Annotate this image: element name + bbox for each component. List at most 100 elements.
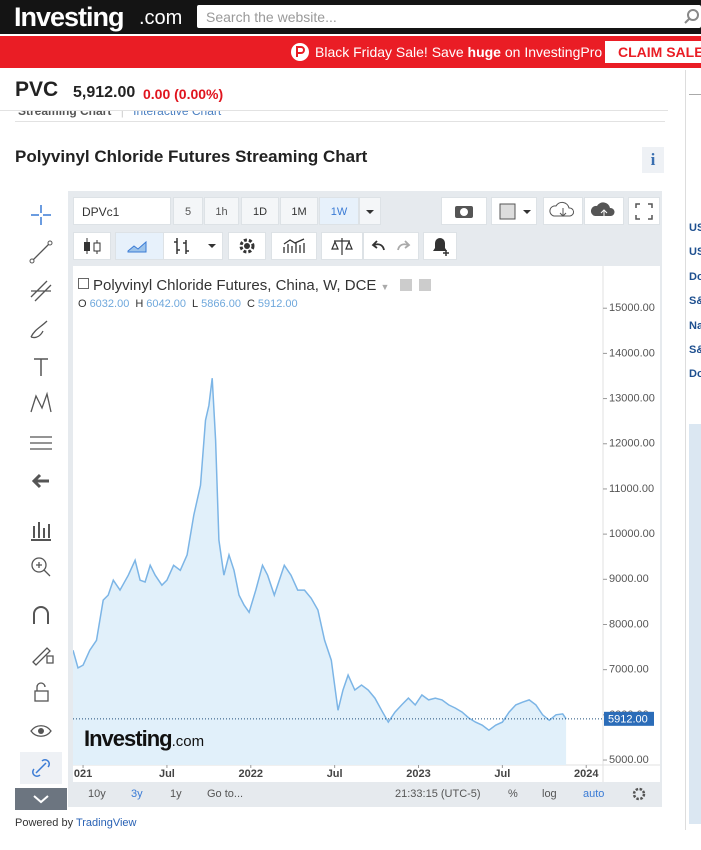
area-button[interactable] xyxy=(115,232,167,260)
banner-highlight: huge xyxy=(467,44,501,60)
candles-button[interactable] xyxy=(73,232,111,260)
collapse-legend[interactable] xyxy=(78,278,89,289)
back-tool[interactable] xyxy=(27,467,55,495)
undo-redo[interactable] xyxy=(363,232,419,260)
pro-icon xyxy=(291,43,309,61)
banner-text: Black Friday Sale! Save huge on Investin… xyxy=(315,44,602,60)
ohlc-key: H xyxy=(135,298,144,310)
expand-toolbar[interactable] xyxy=(15,788,67,810)
watermark-brand: Investing xyxy=(84,726,173,751)
price-change: 0.00 (0.00%) xyxy=(143,86,224,102)
banner-lead: Black Friday Sale! Save xyxy=(315,44,464,60)
link-tool[interactable] xyxy=(27,754,55,782)
measure-tool[interactable] xyxy=(27,516,55,544)
area-fill xyxy=(73,378,567,765)
snapshot-button[interactable] xyxy=(441,197,487,225)
x-tick-label: Jul xyxy=(494,768,510,780)
pattern-tool[interactable] xyxy=(27,390,55,418)
search-icon[interactable] xyxy=(684,8,700,24)
range-button[interactable]: 1y xyxy=(170,788,182,800)
x-tick-label: Jul xyxy=(159,768,175,780)
claim-button[interactable]: CLAIM SALE xyxy=(605,41,701,63)
y-tick-label: 5000.00 xyxy=(609,754,649,766)
footer: Powered by TradingView xyxy=(15,817,137,829)
alert-button[interactable] xyxy=(423,232,457,260)
y-tick-label: 14000.00 xyxy=(609,347,655,359)
load-button[interactable] xyxy=(543,197,583,225)
search-box[interactable]: Search the website... xyxy=(197,5,701,28)
symbol-input[interactable]: DPVc1 xyxy=(73,197,171,225)
sidebar-item[interactable]: S& xyxy=(689,344,701,356)
range-button[interactable]: 10y xyxy=(88,788,106,800)
x-tick-label: Jul xyxy=(327,768,343,780)
visibility-tool[interactable] xyxy=(27,717,55,745)
price: 5,912.00 xyxy=(73,84,136,101)
last-price-tag xyxy=(604,711,654,726)
sidebar-item[interactable]: S& xyxy=(689,295,701,307)
scale-option[interactable]: auto xyxy=(583,788,605,800)
symbol: PVC xyxy=(15,78,59,101)
compare-button[interactable] xyxy=(321,232,363,260)
save-button[interactable] xyxy=(584,197,624,225)
y-tick-label: 9000.00 xyxy=(609,573,649,585)
interval-button[interactable]: 1h xyxy=(204,197,239,225)
line-tool[interactable] xyxy=(27,238,55,266)
banner-end: on InvestingPro xyxy=(504,44,603,60)
interval-button[interactable]: 5 xyxy=(173,197,203,225)
prediction-tool[interactable] xyxy=(27,429,55,457)
x-tick-label: 021 xyxy=(74,768,92,780)
y-tick-label: 10000.00 xyxy=(609,528,655,540)
crosshair-tool[interactable] xyxy=(27,201,55,229)
interval-menu[interactable] xyxy=(359,197,381,225)
logo-suffix[interactable]: .com xyxy=(139,7,183,29)
sidebar-item[interactable]: US xyxy=(689,246,701,258)
sidebar-item[interactable]: US xyxy=(689,222,701,234)
y-tick-label: 7000.00 xyxy=(609,664,649,676)
ohlc-key: L xyxy=(192,298,199,310)
tradingview-link[interactable]: TradingView xyxy=(75,817,137,829)
settings-button[interactable] xyxy=(228,232,266,260)
sidebar-item[interactable]: Do xyxy=(689,271,701,283)
bars-button[interactable] xyxy=(163,232,223,260)
watermark-suffix: .com xyxy=(171,733,205,750)
toolbar-row: DPVc1 5 1h 1D 1M 1W xyxy=(73,197,660,225)
logo[interactable]: Investing xyxy=(14,2,125,32)
ohlc-key: O xyxy=(78,298,87,310)
sidebar-item[interactable]: Na xyxy=(689,320,701,332)
y-tick-label: 15000.00 xyxy=(609,302,655,314)
goto-button[interactable]: Go to... xyxy=(207,788,244,800)
scale-option[interactable]: % xyxy=(508,788,518,800)
interval-button[interactable]: 1M xyxy=(280,197,318,225)
lock-drawing-tool[interactable] xyxy=(27,640,55,668)
sidebar-item[interactable]: Do xyxy=(689,368,701,380)
lock-tool[interactable] xyxy=(27,678,55,706)
indicators-button[interactable] xyxy=(271,232,317,260)
brush-tool[interactable] xyxy=(27,315,55,343)
bottom-bar: 10y 3y 1y Go to... 21:33:15 (UTC-5) % log au… xyxy=(73,783,660,805)
interval-button[interactable]: 1W xyxy=(319,197,359,225)
chart-settings[interactable] xyxy=(631,786,647,802)
clock: 21:33:15 (UTC-5) xyxy=(395,788,481,800)
text-tool[interactable] xyxy=(27,353,55,381)
last-price-label: 5912.00 xyxy=(608,714,648,726)
fullscreen-button[interactable] xyxy=(628,197,660,225)
info-button[interactable]: i xyxy=(642,147,664,173)
drawing-toolbar xyxy=(15,191,67,810)
hide-icon[interactable] xyxy=(399,279,412,291)
promo-banner[interactable]: Black Friday Sale! Save huge on Investin… xyxy=(0,36,701,68)
scale-option[interactable]: log xyxy=(542,788,557,800)
zoom-tool[interactable] xyxy=(27,553,55,581)
magnet-tool[interactable] xyxy=(27,602,55,630)
y-tick-label: 12000.00 xyxy=(609,438,655,450)
legend-title: Polyvinyl Chloride Futures, China, W, DC… xyxy=(93,277,377,294)
sidebar-border xyxy=(685,70,686,830)
x-tick-label: 2022 xyxy=(239,768,263,780)
style-button[interactable] xyxy=(491,197,537,225)
fib-tool[interactable] xyxy=(27,277,55,305)
price-line xyxy=(73,378,567,732)
settings-icon[interactable] xyxy=(418,279,431,291)
range-button[interactable]: 3y xyxy=(131,788,143,800)
interval-button[interactable]: 1D xyxy=(241,197,279,225)
y-tick-label: 13000.00 xyxy=(609,392,655,404)
